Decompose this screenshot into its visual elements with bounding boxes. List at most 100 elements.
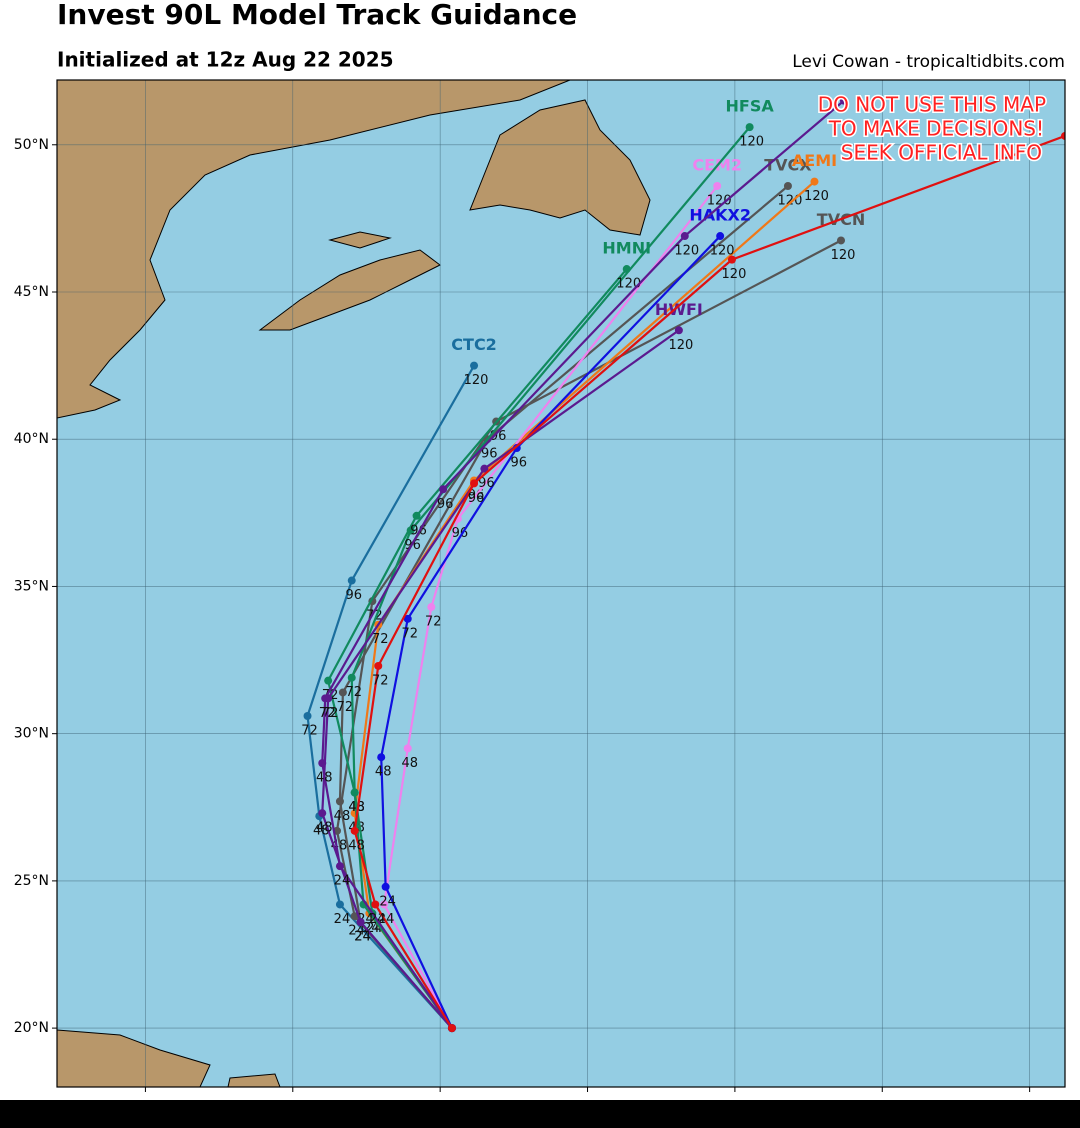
track-point — [447, 1024, 456, 1033]
map-frame — [56, 79, 1066, 1088]
hour-label: 120 — [739, 135, 764, 150]
warning-line: TO MAKE DECISIONS! — [828, 117, 1044, 141]
title: Invest 90L Model Track Guidance — [57, 0, 577, 31]
hour-label: 120 — [804, 189, 829, 204]
hour-label: 96 — [468, 491, 485, 506]
hispaniola — [57, 1029, 211, 1087]
track-point — [716, 232, 725, 241]
north-america — [57, 80, 571, 419]
hour-label: 48 — [375, 765, 392, 780]
tracks: 24487296120CTC224487296120TVCN2448729612… — [301, 96, 1065, 1033]
track-point — [480, 464, 489, 473]
hour-label: 72 — [319, 706, 336, 721]
y-tick-label: 45°N — [14, 284, 49, 300]
warning-line: SEEK OFFICIAL INFO — [841, 141, 1042, 165]
hour-label: 96 — [345, 588, 362, 603]
track-point — [371, 900, 380, 909]
track-name: TVCX — [764, 156, 812, 175]
track-point — [303, 712, 312, 720]
y-tick-label: 40°N — [14, 431, 49, 447]
track-point — [713, 182, 722, 190]
track-point — [381, 882, 390, 891]
track-point — [335, 900, 344, 909]
track-point — [837, 236, 845, 245]
newfoundland — [469, 99, 651, 236]
hour-label: 48 — [316, 821, 333, 836]
hour-label: 96 — [478, 476, 495, 491]
track-point — [810, 177, 819, 186]
puerto-rico — [227, 1073, 281, 1087]
track-point — [377, 753, 386, 762]
track-point — [470, 361, 479, 370]
hour-label: 120 — [707, 194, 732, 209]
hour-label: 120 — [674, 244, 699, 259]
hour-label: 72 — [372, 632, 389, 647]
track-point — [439, 485, 448, 494]
map-area: 24487296120CTC224487296120TVCN2448729612… — [57, 80, 1065, 1087]
hour-label: 72 — [337, 700, 354, 715]
track-point — [412, 511, 421, 520]
bottom-bar — [0, 1100, 1080, 1128]
hour-label: 120 — [464, 373, 489, 388]
track-name: HMNI — [602, 239, 651, 258]
hour-label: 24 — [354, 930, 371, 945]
track-point — [427, 603, 436, 612]
track-point — [839, 96, 848, 105]
track-point — [783, 182, 792, 190]
track-point — [622, 265, 631, 274]
hour-label: 120 — [710, 244, 735, 259]
subtitle: Initialized at 12z Aug 22 2025 — [57, 48, 394, 72]
track-point — [318, 809, 327, 818]
pei — [328, 231, 392, 249]
hour-label: 72 — [301, 724, 318, 739]
hour-label: 48 — [316, 771, 333, 786]
hour-label: 72 — [345, 685, 362, 700]
y-tick-label: 20°N — [14, 1020, 49, 1036]
track-point — [403, 614, 412, 623]
hour-label: 120 — [616, 277, 641, 292]
track-point — [374, 661, 383, 670]
track-line — [326, 268, 628, 1029]
track-point — [335, 862, 344, 871]
grid — [57, 80, 1065, 1087]
hour-label: 72 — [401, 626, 418, 641]
track-line — [383, 185, 719, 1029]
hour-label: 24 — [354, 930, 371, 945]
hour-label: 96 — [404, 538, 421, 553]
y-tick-label: 30°N — [14, 726, 49, 742]
hour-label: 96 — [481, 447, 498, 462]
hour-label: 48 — [334, 809, 351, 824]
track-point — [1061, 131, 1065, 140]
hour-label: 120 — [668, 338, 693, 353]
track-point — [347, 576, 356, 585]
track-name: HWFI — [655, 300, 703, 319]
track-line — [380, 235, 721, 1029]
track-point — [350, 826, 359, 835]
hour-label: 72 — [322, 706, 339, 721]
track-point — [674, 326, 683, 335]
track-point — [347, 673, 356, 682]
y-tick-label: 35°N — [14, 578, 49, 594]
credit: Levi Cowan - tropicaltidbits.com — [792, 52, 1065, 72]
hour-label: 24 — [369, 912, 386, 927]
track-point — [335, 797, 344, 806]
hour-label: 96 — [511, 456, 528, 471]
warning-line: DO NOT USE THIS MAP — [818, 93, 1046, 117]
track-name: AEMI — [792, 151, 837, 170]
hour-label: 72 — [372, 673, 389, 688]
track-point — [745, 123, 754, 132]
track-point — [338, 688, 347, 697]
hour-label: 24 — [379, 894, 396, 909]
track-point — [318, 759, 327, 768]
track-name: CTC2 — [451, 335, 497, 354]
y-tick-label: 50°N — [14, 137, 49, 153]
hour-label: 96 — [437, 497, 454, 512]
hour-label: 48 — [401, 756, 418, 771]
track-point — [680, 232, 689, 241]
track-point — [727, 255, 736, 264]
hour-label: 120 — [831, 248, 856, 263]
track-point — [356, 918, 365, 927]
